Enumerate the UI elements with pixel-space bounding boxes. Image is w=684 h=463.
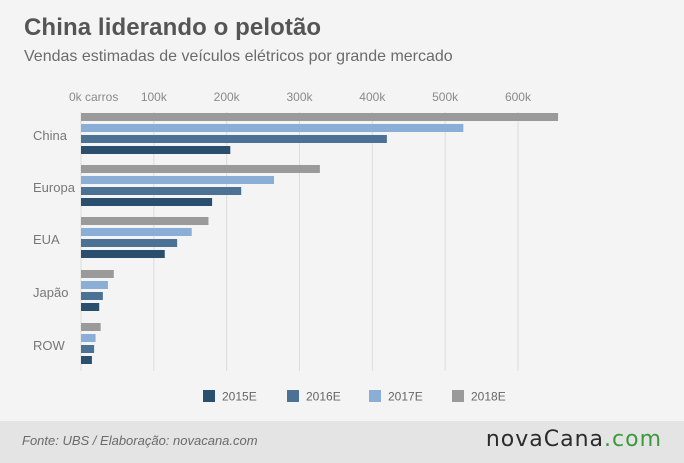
x-tick-label: 100k [141,90,168,104]
bar-2015e [81,303,100,311]
bar-2018e [81,113,559,121]
source-note: Fonte: UBS / Elaboração: novacana.com [22,433,258,448]
bar-2016e [81,345,95,353]
category-label: ROW [33,338,66,353]
bar-2015e [81,356,92,364]
x-tick-label: 400k [359,90,386,104]
bar-2016e [81,239,178,247]
bar-2017e [81,334,96,342]
bar-2017e [81,281,108,289]
bar-2015e [81,198,213,206]
bar-2018e [81,270,114,278]
legend-label: 2016E [306,390,341,404]
bar-2017e [81,176,274,184]
bar-2016e [81,187,242,195]
legend-label: 2018E [471,390,506,404]
bar-2016e [81,135,387,143]
legend-label: 2015E [222,390,257,404]
legend-swatch [452,390,464,402]
logo-text-nova: nova [485,427,544,452]
x-tick-label: 300k [286,90,313,104]
bar-2015e [81,146,231,154]
legend-label: 2017E [388,390,423,404]
x-tick-label: 600k [505,90,532,104]
logo-text-cana: Cana [543,427,605,452]
bar-chart: 0k carros 100k 200k 300k 400k 500k 600k China Eu… [33,90,559,404]
logo-text-com: .com [604,427,662,452]
category-label: China [33,128,68,143]
bar-2016e [81,292,103,300]
bar-2017e [81,228,192,236]
x-tick-label: 0k carros [69,90,118,104]
x-tick-label: 200k [214,90,241,104]
x-tick-label: 500k [432,90,459,104]
legend-swatch [287,390,299,402]
novacana-logo[interactable]: novaCana.com [486,427,662,452]
category-label: Europa [33,180,76,195]
category-label: Japão [33,285,68,300]
chart-subtitle: Vendas estimadas de veículos elétricos p… [24,48,453,65]
footer-bar: Fonte: UBS / Elaboração: novacana.com no… [0,421,684,463]
bar-2015e [81,250,165,258]
bar-2017e [81,124,464,132]
bar-2018e [81,165,320,173]
legend-swatch [369,390,381,402]
legend-swatch [203,390,215,402]
bar-2018e [81,323,101,331]
chart-title: China liderando o pelotão [24,14,322,41]
category-label: EUA [33,232,60,247]
bar-2018e [81,217,209,225]
